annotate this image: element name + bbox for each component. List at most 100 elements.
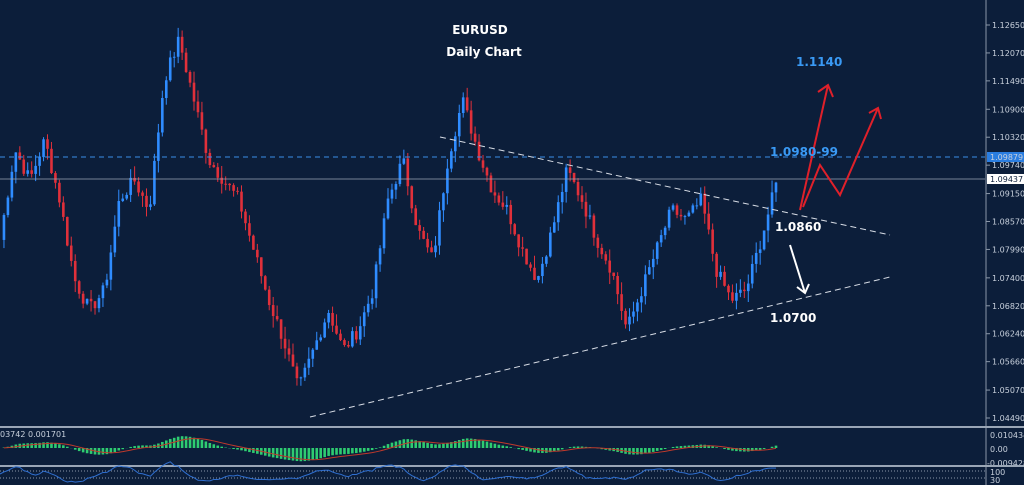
candle — [295, 366, 299, 379]
candle — [580, 195, 584, 202]
macd-bar — [311, 448, 315, 460]
macd-bar — [283, 448, 287, 460]
candle — [240, 191, 243, 212]
macd-bar — [762, 448, 766, 449]
candle — [493, 192, 497, 196]
macd-bar — [287, 448, 291, 461]
candle — [50, 148, 53, 174]
candle — [659, 235, 663, 243]
candle — [640, 296, 643, 303]
candle — [604, 254, 608, 261]
macd-bar — [30, 443, 33, 448]
macd-bar — [216, 445, 220, 448]
y-tick-label: 1.07990 — [992, 245, 1024, 254]
candle — [315, 340, 319, 350]
candle — [176, 36, 180, 57]
candle — [386, 198, 390, 219]
macd-bar — [545, 448, 548, 453]
macd-bar — [450, 442, 453, 448]
macd-bar — [212, 444, 216, 448]
candle — [22, 159, 26, 174]
candle — [612, 272, 615, 277]
macd-bar — [394, 441, 398, 448]
macd-bar — [117, 448, 121, 451]
candle — [477, 141, 481, 161]
macd-bar — [727, 448, 730, 450]
macd-bar — [299, 448, 303, 462]
candle — [69, 245, 73, 261]
candle — [549, 232, 552, 257]
arrow-head-icon — [796, 283, 810, 295]
candle — [418, 225, 421, 231]
candle — [113, 226, 117, 253]
candle — [576, 181, 580, 196]
candle — [509, 204, 513, 225]
candle — [18, 152, 22, 160]
macd-bar — [180, 436, 184, 448]
macd-bar — [628, 448, 631, 455]
macd-bar — [485, 441, 489, 448]
candle — [34, 165, 37, 174]
macd-bar — [331, 448, 334, 456]
candle — [564, 167, 568, 192]
candle — [347, 345, 350, 347]
candle — [275, 316, 279, 320]
candle — [556, 202, 560, 223]
bull-arrow-1 — [799, 84, 829, 211]
y-tick-label: 1.08570 — [992, 218, 1024, 227]
macd-bar — [358, 448, 362, 453]
macd-bar — [750, 448, 754, 452]
candle — [267, 289, 271, 306]
macd-bar — [434, 444, 437, 448]
oscillator-line — [0, 461, 777, 483]
macd-bar — [54, 443, 57, 448]
candle — [172, 56, 176, 58]
candle — [715, 253, 718, 277]
macd-bar — [426, 442, 429, 448]
candle — [303, 367, 307, 378]
candle — [42, 139, 45, 158]
macd-bar — [355, 448, 358, 454]
macd-bar — [46, 442, 49, 448]
candle — [406, 158, 410, 187]
candle — [54, 173, 57, 183]
candle — [180, 36, 184, 53]
macd-bar — [113, 448, 117, 453]
macd-signal-line — [3, 438, 777, 461]
candle — [374, 264, 378, 299]
candle — [30, 170, 33, 174]
macd-bar — [687, 445, 691, 448]
triangle-upper-trendline — [439, 136, 891, 236]
candle — [442, 193, 445, 211]
candle — [10, 171, 14, 198]
candle — [731, 292, 734, 301]
macd-bar — [651, 448, 655, 452]
candle — [263, 276, 267, 290]
macd-tick: 0.00 — [990, 445, 1008, 454]
candle — [248, 223, 251, 236]
candle — [133, 177, 136, 182]
osc-tick: 30 — [990, 476, 1000, 485]
macd-bar — [133, 446, 136, 448]
candle — [695, 205, 699, 207]
macd-bar — [715, 447, 718, 448]
candle — [592, 215, 596, 238]
macd-bar — [552, 448, 556, 452]
candle — [727, 285, 730, 293]
candle — [450, 151, 453, 169]
candle — [723, 271, 726, 286]
candle — [216, 167, 220, 178]
macd-bar — [711, 446, 714, 448]
candle — [746, 283, 750, 292]
candle — [224, 183, 227, 185]
macd-bar — [351, 448, 354, 454]
candle — [754, 252, 758, 264]
candle — [121, 198, 125, 202]
candle — [89, 298, 93, 302]
macd-bar — [34, 443, 37, 448]
candle — [711, 229, 714, 254]
bear-arrow — [789, 244, 806, 294]
macd-bar — [303, 448, 307, 462]
candle — [454, 136, 457, 152]
